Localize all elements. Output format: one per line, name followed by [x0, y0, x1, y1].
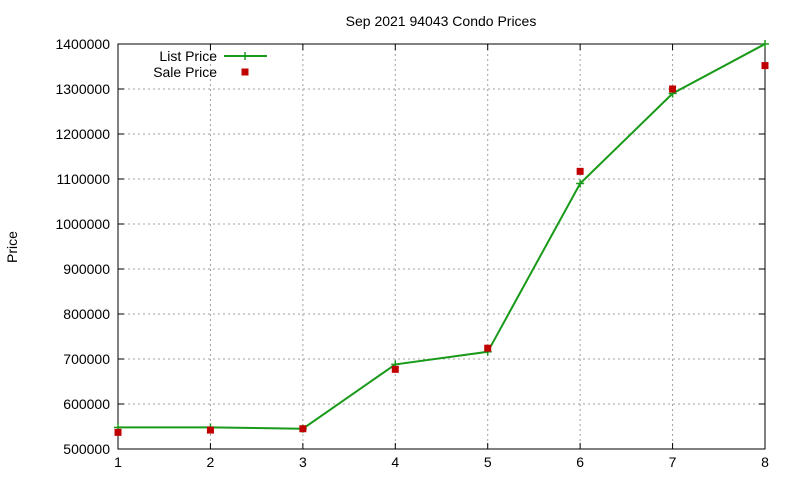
list-price-line [118, 43, 766, 430]
list-price-point [761, 40, 769, 48]
y-axis-label: Price [4, 231, 20, 263]
y-tick-label: 1100000 [57, 171, 111, 187]
x-tick-label: 1 [114, 454, 122, 470]
x-tick-label: 7 [669, 454, 677, 470]
sale-price-point [576, 167, 584, 175]
sale-price-point [299, 425, 307, 433]
series-layer [114, 40, 769, 436]
x-tick-label: 4 [391, 454, 399, 470]
y-tick-label: 1400000 [55, 36, 110, 52]
x-tick-label: 5 [484, 454, 492, 470]
y-tick-label: 500000 [63, 441, 110, 457]
sale-price-point [484, 344, 492, 352]
sale-price-point [114, 428, 122, 436]
sale-price-point [391, 365, 399, 373]
y-tick-label: 600000 [63, 396, 110, 412]
y-tick-label: 1200000 [55, 126, 110, 142]
grid [118, 44, 765, 449]
axis-ticks: 1 2 3 4 5 6 7 8 500000 600000 700000 800000 900000 10… [55, 36, 769, 470]
legend-swatch-marker [241, 68, 249, 76]
sale-price-point [206, 426, 214, 434]
sale-price-point [669, 85, 677, 93]
x-tick-label: 2 [207, 454, 215, 470]
sale-price-point [761, 62, 769, 70]
y-tick-label: 800000 [63, 306, 110, 322]
plot-frame [117, 43, 766, 450]
x-tick-label: 8 [761, 454, 769, 470]
y-tick-label: 900000 [63, 261, 110, 277]
x-tick-label: 6 [576, 454, 584, 470]
y-tick-label: 1300000 [55, 81, 110, 97]
y-tick-label: 1000000 [55, 216, 110, 232]
legend-label: Sale Price [153, 64, 217, 80]
y-tick-label: 700000 [63, 351, 110, 367]
legend-label: List Price [159, 48, 217, 64]
list-price-point [576, 179, 585, 188]
legend-swatch-marker [241, 52, 249, 60]
x-tick-label: 3 [299, 454, 307, 470]
chart-title: Sep 2021 94043 Condo Prices [346, 13, 537, 29]
